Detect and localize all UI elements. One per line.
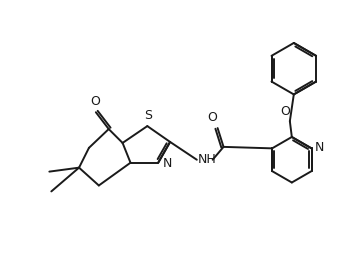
Text: NH: NH: [198, 153, 217, 166]
Text: N: N: [315, 141, 324, 154]
Text: O: O: [90, 95, 100, 108]
Text: O: O: [280, 105, 290, 118]
Text: O: O: [208, 111, 218, 124]
Text: N: N: [163, 157, 173, 170]
Text: S: S: [144, 109, 152, 122]
